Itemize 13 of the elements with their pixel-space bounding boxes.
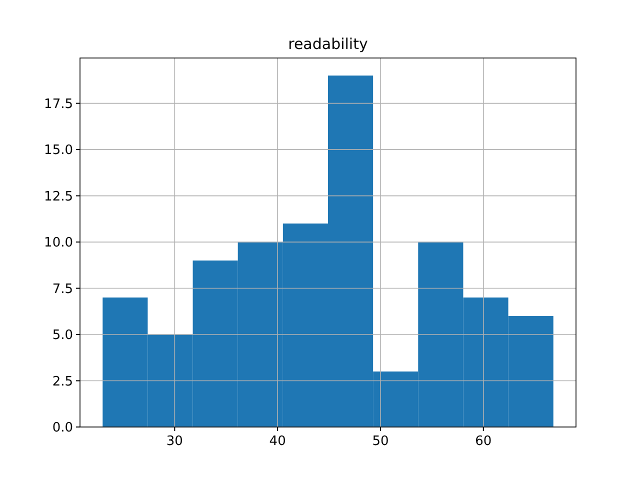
- chart-title: readability: [288, 35, 368, 53]
- x-tick-label: 50: [372, 434, 389, 449]
- y-tick-label: 0.0: [52, 420, 73, 436]
- x-tick-label: 60: [475, 434, 492, 449]
- y-tick-label: 17.5: [44, 96, 73, 112]
- x-tick-label: 40: [269, 434, 286, 449]
- y-tick-label: 15.0: [44, 143, 73, 158]
- y-tick-label: 5.0: [52, 328, 73, 344]
- x-tick-label: 30: [166, 434, 183, 449]
- y-tick-label: 2.5: [52, 374, 73, 390]
- y-tick-label: 10.0: [44, 236, 73, 251]
- y-tick-label: 7.5: [52, 282, 73, 297]
- y-tick-label: 12.5: [44, 189, 73, 204]
